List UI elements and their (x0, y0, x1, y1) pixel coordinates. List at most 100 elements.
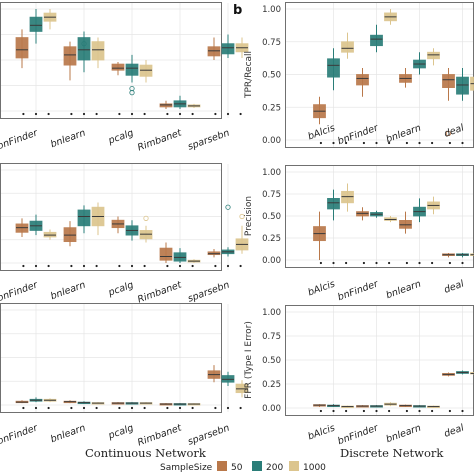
marker-dot (461, 261, 464, 265)
right-network-title: Discrete Network (340, 446, 444, 460)
legend-label-200: 200 (266, 463, 283, 473)
y-tick-label: 0.00 (262, 404, 281, 414)
category-label: deal (443, 278, 466, 295)
marker-dot (70, 406, 73, 410)
box-body (125, 63, 139, 76)
legend-title: SampleSize (160, 463, 213, 473)
marker-dot (226, 264, 230, 268)
panel-frame (285, 305, 474, 416)
marker-dot (362, 409, 365, 413)
marker-dot (461, 141, 464, 145)
marker-dot (332, 261, 335, 265)
box-body (327, 58, 340, 78)
left-network-title: Continuous Network (85, 446, 207, 460)
y-tick-label: 0.75 (262, 38, 281, 48)
marker-dot (418, 409, 421, 413)
y-tick-label: 0.50 (262, 212, 281, 222)
marker-dot (178, 112, 182, 116)
marker-dot (332, 409, 335, 413)
marker-dot (178, 406, 182, 410)
box-body (139, 64, 153, 77)
box-body (159, 247, 173, 261)
marker-dot (461, 409, 464, 413)
y-tick-label: 0.00 (262, 256, 281, 266)
category-label: sparsebn (186, 279, 231, 304)
box-body (370, 34, 383, 47)
outlier-point (81, 41, 87, 47)
marker-dot (82, 112, 86, 116)
marker-dot (388, 261, 391, 265)
box-body (341, 41, 354, 53)
box-body (15, 37, 29, 59)
marker-dot (95, 264, 98, 268)
box-body (29, 16, 43, 32)
marker-dot (448, 141, 451, 145)
panels-layer: bnFinder bnlearn pcalg Rimbanet sparsebnbnFi… (0, 2, 474, 449)
marker-dot (226, 406, 230, 410)
panel-letter-b: b (233, 3, 242, 18)
marker-dot (375, 409, 378, 413)
y-tick-label: 0.25 (262, 380, 281, 390)
y-tick-label: 0.00 (262, 136, 281, 146)
category-label: bnFinder (0, 279, 40, 304)
marker-dot (239, 112, 242, 116)
marker-dot (47, 406, 50, 410)
panel-frame (0, 163, 222, 271)
outlier-point (445, 130, 452, 137)
category-label: pcalg (106, 422, 135, 441)
category-label: Rimbanet (136, 422, 184, 448)
marker-dot (191, 406, 194, 410)
category-label: pcalg (106, 127, 135, 146)
marker-dot (345, 409, 348, 413)
panel-disc-fpr: 0.00 0.25 0.50 0.75 1.00 FPR (Type I Error) bA… (244, 305, 474, 447)
marker-dot (47, 112, 50, 116)
marker-dot (118, 406, 121, 410)
category-label: pcalg (106, 279, 135, 298)
box-body (221, 43, 235, 55)
category-label: bnFinder (336, 422, 380, 447)
marker-dot (118, 264, 121, 268)
marker-dot (118, 112, 121, 116)
category-label: bnlearn (49, 279, 87, 302)
panel-disc-precision: 0.00 0.25 0.50 0.75 1.00 Precision bAlcis bnFin… (244, 165, 474, 303)
marker-dot (448, 261, 451, 265)
legend-label-1000: 1000 (303, 463, 326, 473)
category-label: Rimbanet (136, 279, 184, 305)
legend-swatch-1000 (289, 461, 299, 471)
box-body (207, 46, 221, 57)
panel-cont-precision: bnFinder bnlearn pcalg Rimbanet sparsebn (0, 163, 249, 306)
y-tick-label: 0.50 (262, 356, 281, 366)
marker-dot (431, 261, 434, 265)
y-tick-label: 0.50 (262, 71, 281, 81)
y-tick-label: 1.00 (262, 5, 281, 15)
category-label: Rimbanet (136, 127, 184, 153)
marker-dot (239, 406, 242, 410)
category-label: deal (443, 422, 466, 439)
box-body (456, 76, 469, 95)
marker-dot (166, 264, 169, 268)
legend: SampleSize 50 200 1000 (160, 461, 326, 473)
y-tick-label: 0.75 (262, 332, 281, 342)
marker-dot (239, 264, 242, 268)
marker-dot (22, 264, 25, 268)
marker-dot (345, 141, 348, 145)
marker-dot (418, 141, 421, 145)
box-body (427, 51, 440, 60)
y-axis-label: TPR/Recall (244, 51, 254, 99)
box-body (327, 197, 340, 210)
marker-dot (388, 141, 391, 145)
marker-dot (143, 112, 146, 116)
category-label: bnFinder (0, 127, 40, 152)
marker-dot (191, 264, 194, 268)
marker-dot (130, 406, 134, 410)
marker-dot (319, 409, 322, 413)
marker-dot (143, 264, 146, 268)
marker-dot (405, 141, 408, 145)
category-label: bnlearn (49, 127, 87, 150)
y-tick-label: 0.25 (262, 234, 281, 244)
marker-dot (214, 112, 217, 116)
marker-dot (47, 264, 50, 268)
marker-dot (448, 409, 451, 413)
box-body (91, 41, 105, 61)
